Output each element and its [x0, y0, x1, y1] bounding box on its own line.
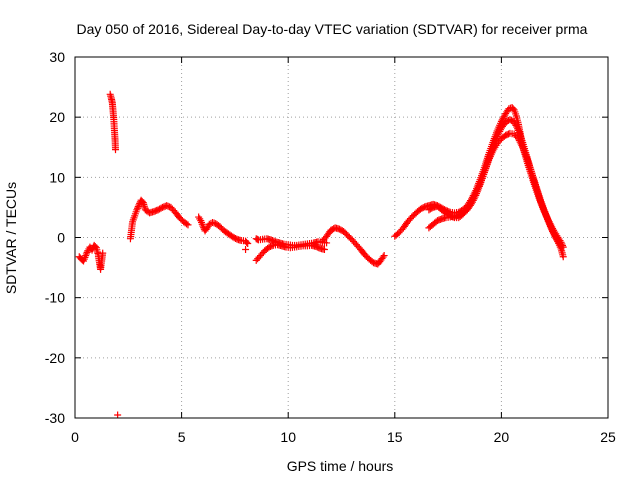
data-point — [243, 238, 251, 246]
y-tick-label: 0 — [57, 230, 65, 246]
x-tick-label: 10 — [280, 429, 296, 445]
x-tick-label: 20 — [494, 429, 510, 445]
data-point — [380, 252, 388, 260]
data-point — [379, 253, 387, 261]
chart-title: Day 050 of 2016, Sidereal Day-to-day VTE… — [77, 21, 588, 37]
data-point — [82, 252, 90, 260]
data-point — [493, 132, 501, 140]
data-point — [138, 197, 146, 205]
data-point — [184, 221, 192, 229]
data-point — [134, 203, 142, 211]
data-point — [268, 242, 276, 250]
x-tick-label: 15 — [387, 429, 403, 445]
data-point — [468, 196, 476, 204]
tick-labels: 0 5 10 15 20 25 -30 -20 -10 0 10 20 30 — [45, 49, 616, 445]
y-tick-label: -20 — [45, 350, 65, 366]
data-point — [513, 123, 521, 131]
data-points — [75, 90, 567, 419]
data-point — [242, 246, 250, 254]
data-point — [209, 218, 217, 226]
data-point — [549, 229, 557, 237]
data-point — [112, 146, 120, 154]
data-point — [114, 411, 122, 419]
x-axis-label: GPS time / hours — [287, 458, 394, 474]
data-point — [99, 249, 107, 257]
data-point — [559, 253, 567, 261]
data-point — [183, 220, 191, 228]
data-point — [551, 233, 559, 241]
data-point — [135, 201, 143, 209]
data-point — [546, 222, 554, 230]
data-point — [471, 191, 479, 199]
data-point — [512, 121, 520, 129]
x-tick-label: 5 — [178, 429, 186, 445]
data-point — [514, 125, 522, 133]
data-point — [320, 246, 328, 254]
data-point — [468, 198, 476, 206]
data-point — [134, 204, 142, 212]
data-point — [494, 131, 502, 139]
data-point — [547, 224, 555, 232]
data-point — [499, 114, 507, 122]
data-point — [557, 243, 565, 251]
data-point — [470, 193, 478, 201]
data-point — [133, 206, 141, 214]
x-tick-label: 0 — [71, 429, 79, 445]
data-point — [449, 213, 457, 221]
data-point — [550, 231, 558, 239]
y-tick-label: 30 — [49, 49, 65, 65]
y-tick-label: 20 — [49, 109, 65, 125]
data-point — [82, 250, 90, 258]
data-point — [548, 226, 556, 234]
data-point — [495, 129, 503, 137]
x-tick-label: 25 — [600, 429, 616, 445]
data-point — [91, 243, 99, 251]
data-point — [546, 221, 554, 229]
y-tick-label: -10 — [45, 290, 65, 306]
data-point — [544, 217, 552, 225]
data-point — [511, 120, 519, 128]
data-point — [496, 127, 504, 135]
data-point — [510, 118, 518, 126]
data-point — [210, 219, 218, 227]
data-point — [549, 227, 557, 235]
data-point — [244, 240, 252, 248]
plot-frame — [74, 56, 609, 419]
data-point — [500, 113, 508, 121]
y-tick-label: 10 — [49, 169, 65, 185]
data-point — [545, 219, 553, 227]
y-axis-label: SDTVAR / TECUs — [3, 182, 19, 294]
data-point — [469, 195, 477, 203]
y-tick-label: -30 — [45, 410, 65, 426]
